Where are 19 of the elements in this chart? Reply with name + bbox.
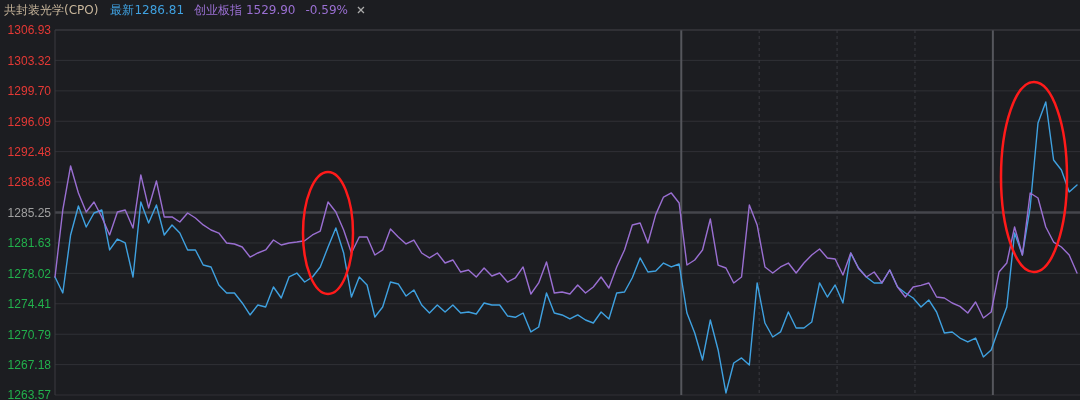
y-tick-label: 1270.79 <box>7 327 52 342</box>
y-tick-label: 1296.09 <box>7 114 52 129</box>
y-tick-label: 1278.02 <box>7 266 52 281</box>
y-tick-label: 1281.63 <box>7 236 52 251</box>
y-tick-label: 1267.18 <box>7 357 52 372</box>
y-tick-label: 1263.57 <box>7 388 52 400</box>
y-tick-label: 1299.70 <box>7 84 52 99</box>
text: -0.59% <box>305 3 348 17</box>
chart-title: 共封装光学(CPO) <box>4 3 99 17</box>
text: 创业板指 1529.90 <box>194 3 296 17</box>
line-series <box>54 165 1078 319</box>
line-series <box>54 101 1078 394</box>
y-tick-label: 1292.48 <box>7 144 52 159</box>
y-tick-label: 1285.25 <box>7 205 52 220</box>
text: 最新1286.81 <box>110 3 185 17</box>
y-tick-label: 1306.93 <box>7 23 52 38</box>
y-tick-label: 1288.86 <box>7 175 52 190</box>
y-tick-label: 1274.41 <box>7 297 52 312</box>
y-tick-label: 1303.32 <box>7 53 52 68</box>
